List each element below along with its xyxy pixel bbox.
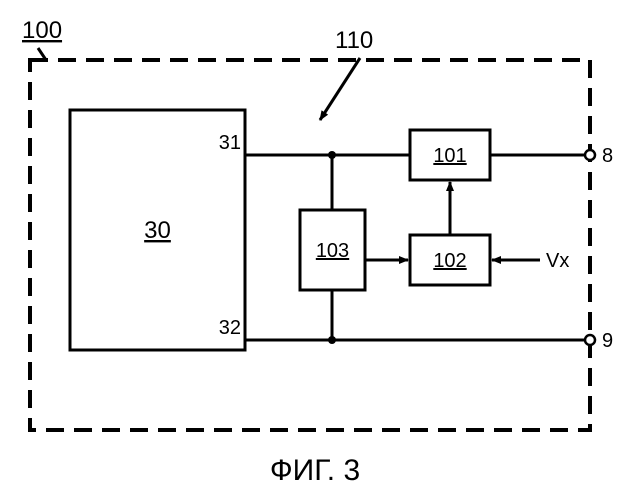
ref-label-100: 100 — [22, 17, 62, 44]
terminal-9-label: 9 — [602, 330, 613, 352]
block-103-label: 103 — [316, 240, 349, 262]
junction-node — [328, 151, 336, 159]
ref-label-110: 110 — [335, 27, 373, 54]
vx-label: Vx — [546, 250, 569, 272]
circuit-diagram: 100 110 30 31 32 103 101 102 8 9 Vx ФИГ.… — [0, 0, 631, 500]
port-32-label: 32 — [219, 317, 241, 339]
terminal-9 — [585, 335, 595, 345]
junction-node — [328, 336, 336, 344]
block-30-label: 30 — [144, 217, 171, 244]
block-101-label: 101 — [433, 145, 466, 167]
terminal-8 — [585, 150, 595, 160]
terminal-8-label: 8 — [602, 145, 613, 167]
block-102-label: 102 — [433, 250, 466, 272]
leader-arrow-110 — [320, 58, 360, 120]
port-31-label: 31 — [219, 132, 241, 154]
figure-caption: ФИГ. 3 — [270, 454, 360, 487]
